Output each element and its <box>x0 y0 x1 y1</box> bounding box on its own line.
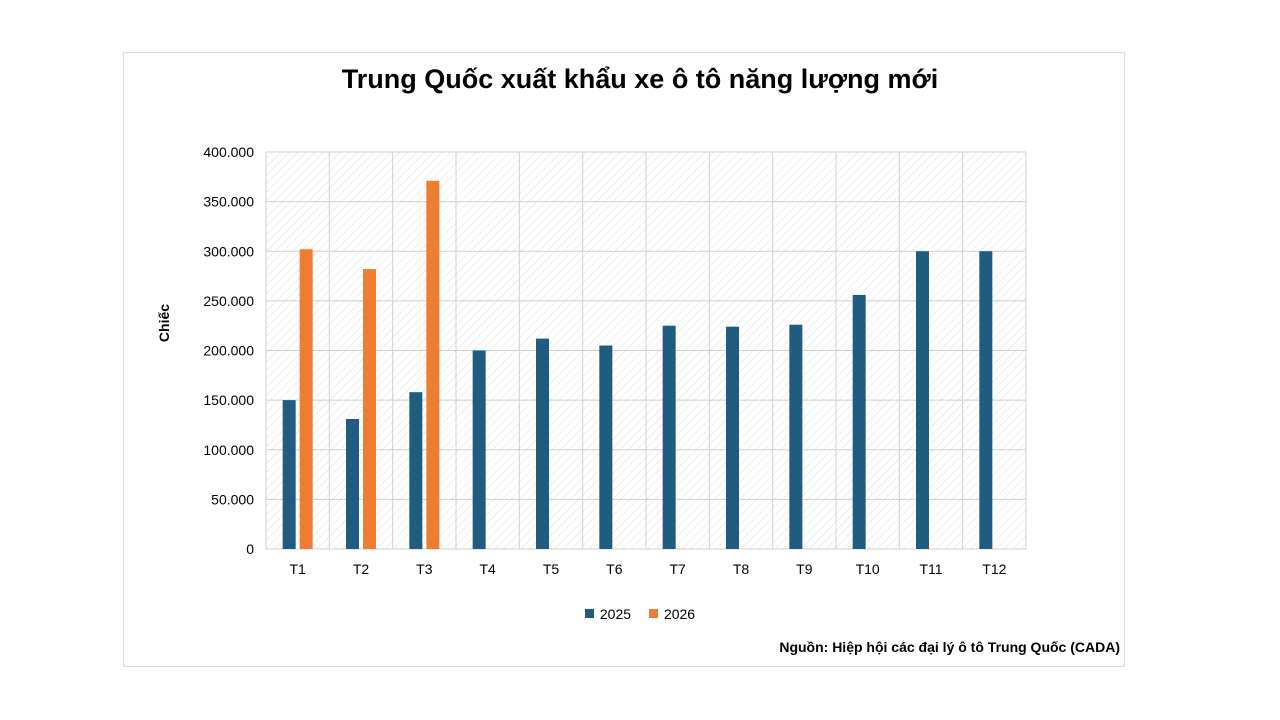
x-tick-label: T12 <box>982 561 1006 577</box>
bar-2026-T3 <box>426 180 440 549</box>
bar-2025-T5 <box>536 338 549 549</box>
bar-2025-T8 <box>726 326 739 549</box>
y-tick-label: 350.000 <box>203 194 254 210</box>
x-tick-label: T11 <box>919 561 942 577</box>
bar-2025-T4 <box>472 350 486 549</box>
bar-2026-T2 <box>363 269 376 549</box>
bar-2025-T2 <box>346 418 359 549</box>
y-tick-label: 200.000 <box>203 343 254 359</box>
legend-swatch-2026 <box>648 609 658 618</box>
y-tick-label: 150.000 <box>203 392 254 408</box>
legend-label-2026: 2026 <box>663 605 696 622</box>
y-tick-label: 300.000 <box>203 243 254 259</box>
y-tick-label: 0 <box>246 541 254 557</box>
bar-2025-T7 <box>662 325 676 549</box>
bar-2025-T6 <box>599 345 613 549</box>
x-tick-label: T9 <box>796 561 813 577</box>
bar-2025-T12 <box>979 251 993 549</box>
x-tick-label: T4 <box>479 561 496 577</box>
bar-2025-T9 <box>789 324 803 549</box>
y-tick-label: 400.000 <box>203 144 254 160</box>
bar-2025-T1 <box>282 400 296 549</box>
x-tick-label: T6 <box>606 561 623 577</box>
x-tick-label: T3 <box>416 561 433 577</box>
bar-2026-T1 <box>299 249 313 549</box>
x-tick-label: T10 <box>856 561 880 577</box>
x-tick-label: T2 <box>353 561 370 577</box>
bar-2025-T10 <box>852 294 866 549</box>
y-tick-label: 50.000 <box>211 491 254 507</box>
chart-title: Trung Quốc xuất khẩu xe ô tô năng lượng … <box>341 64 939 94</box>
x-tick-label: T5 <box>543 561 560 577</box>
bar-2025-T11 <box>916 251 929 549</box>
y-tick-label: 100.000 <box>203 442 254 458</box>
legend-swatch-2025 <box>584 609 594 618</box>
legend-item-2026: 2026 <box>648 605 696 622</box>
x-tick-label: T1 <box>289 561 306 577</box>
bar-2025-T3 <box>409 392 423 549</box>
y-tick-label: 250.000 <box>203 293 254 309</box>
x-tick-label: T7 <box>669 561 686 577</box>
legend: 2025 2026 <box>0 605 1280 622</box>
x-tick-label: T8 <box>733 561 750 577</box>
legend-item-2025: 2025 <box>584 605 632 622</box>
legend-label-2025: 2025 <box>599 605 632 622</box>
source-note: Nguồn: Hiệp hội các đại lý ô tô Trung Qu… <box>779 639 1120 655</box>
